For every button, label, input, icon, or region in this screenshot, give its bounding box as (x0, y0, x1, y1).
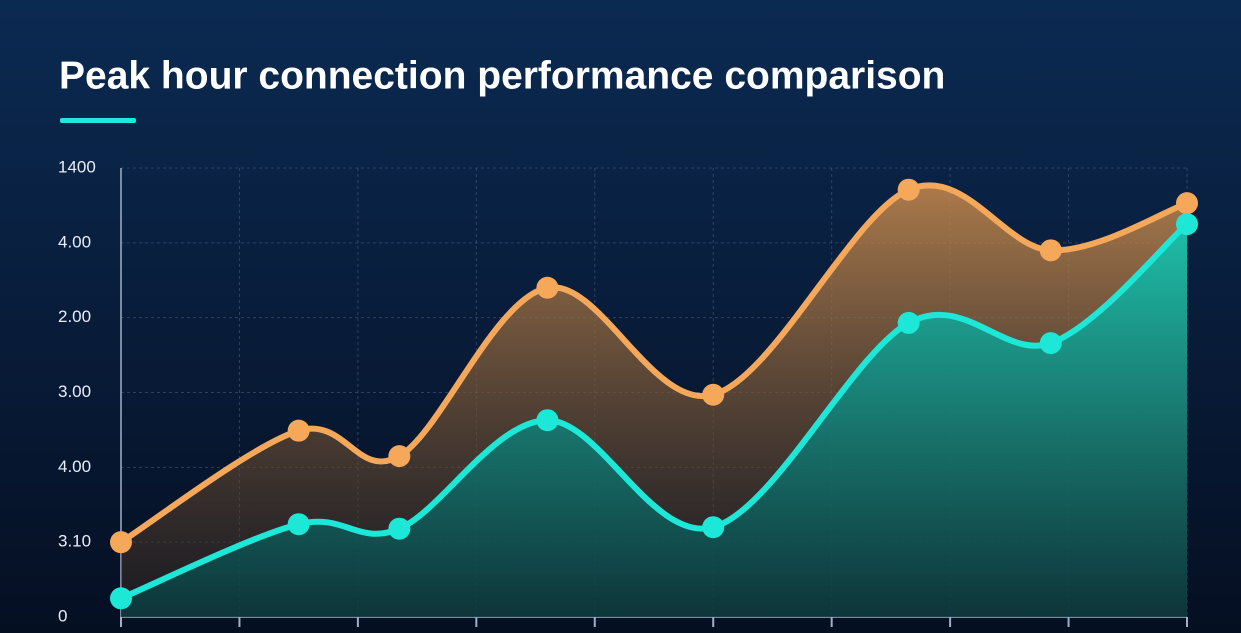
title-underline (60, 118, 136, 123)
point (1039, 239, 1062, 262)
point (1176, 192, 1198, 215)
point (897, 311, 920, 334)
point (287, 513, 310, 536)
area (121, 224, 1187, 617)
line (118, 182, 1190, 546)
point (388, 445, 411, 468)
point (536, 276, 559, 299)
point (110, 587, 132, 610)
point (702, 383, 725, 406)
y-tick-label: 4.00 (58, 232, 91, 251)
point (1176, 213, 1198, 236)
point (388, 517, 411, 540)
point (287, 419, 310, 442)
y-tick-label: 3.10 (58, 532, 91, 551)
point (110, 531, 132, 554)
line (118, 221, 1190, 602)
y-tick-label: 1400 (58, 157, 96, 176)
y-tick-label: 3.00 (58, 382, 91, 401)
point (536, 409, 559, 432)
point (1039, 332, 1062, 355)
chart-title: Peak hour connection performance compari… (59, 54, 945, 97)
y-tick-label: 4.00 (58, 457, 91, 476)
point (702, 516, 725, 539)
point (897, 178, 920, 201)
y-tick-label: 0 (58, 606, 67, 625)
y-tick-label: 2.00 (58, 307, 91, 326)
